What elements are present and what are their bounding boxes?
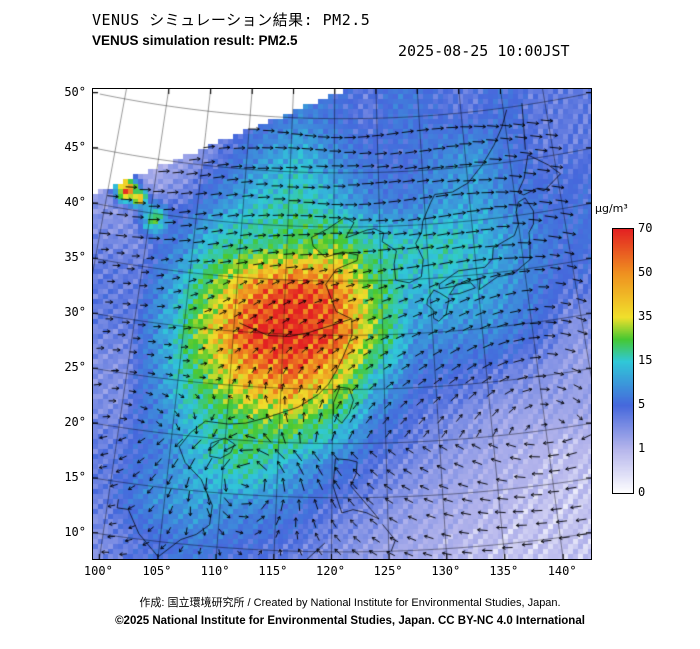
lat-tick-label: 50°: [64, 84, 86, 99]
lat-tick-label: 25°: [64, 360, 86, 375]
lat-tick-label: 40°: [64, 195, 86, 210]
colorbar-unit-label: µg/m³: [595, 202, 628, 215]
forecast-datetime: 2025-08-25 10:00JST: [398, 42, 570, 60]
page-title-japanese: VENUS シミュレーション結果: PM2.5: [92, 11, 371, 29]
license-line: ©2025 National Institute for Environment…: [115, 615, 585, 627]
lat-tick-label: 35°: [64, 250, 86, 265]
lon-tick-label: 125°: [373, 564, 403, 578]
lon-tick-label: 130°: [431, 564, 461, 578]
colorbar-tick-label: 5: [638, 397, 646, 411]
lon-tick-label: 100°: [83, 564, 113, 578]
colorbar-tick-label: 50: [638, 265, 653, 279]
lat-tick-label: 45°: [64, 139, 86, 154]
colorbar-tick-label: 35: [638, 309, 653, 323]
lat-tick-label: 15°: [64, 469, 86, 484]
pm25-map-canvas: [93, 89, 591, 559]
colorbar-tick-label: 1: [638, 441, 646, 455]
colorbar-tick-label: 70: [638, 221, 653, 235]
colorbar-gradient-canvas: [613, 229, 633, 493]
page-title-english: VENUS simulation result: PM2.5: [92, 33, 298, 48]
lon-tick-label: 105°: [142, 564, 172, 578]
lon-tick-label: 140°: [547, 564, 577, 578]
credit-line: 作成: 国立環境研究所 / Created by National Instit…: [139, 597, 561, 609]
colorbar-tick-label: 0: [638, 485, 646, 499]
lat-tick-label: 10°: [64, 524, 86, 539]
lat-tick-label: 30°: [64, 305, 86, 320]
map-plot-frame: [92, 88, 592, 560]
lon-tick-label: 120°: [316, 564, 345, 578]
lon-tick-label: 115°: [258, 564, 288, 578]
lat-tick-label: 20°: [64, 415, 86, 430]
colorbar-tick-label: 15: [638, 353, 653, 367]
lon-tick-label: 110°: [200, 564, 230, 578]
colorbar: [612, 228, 634, 494]
lon-tick-label: 135°: [489, 564, 519, 578]
